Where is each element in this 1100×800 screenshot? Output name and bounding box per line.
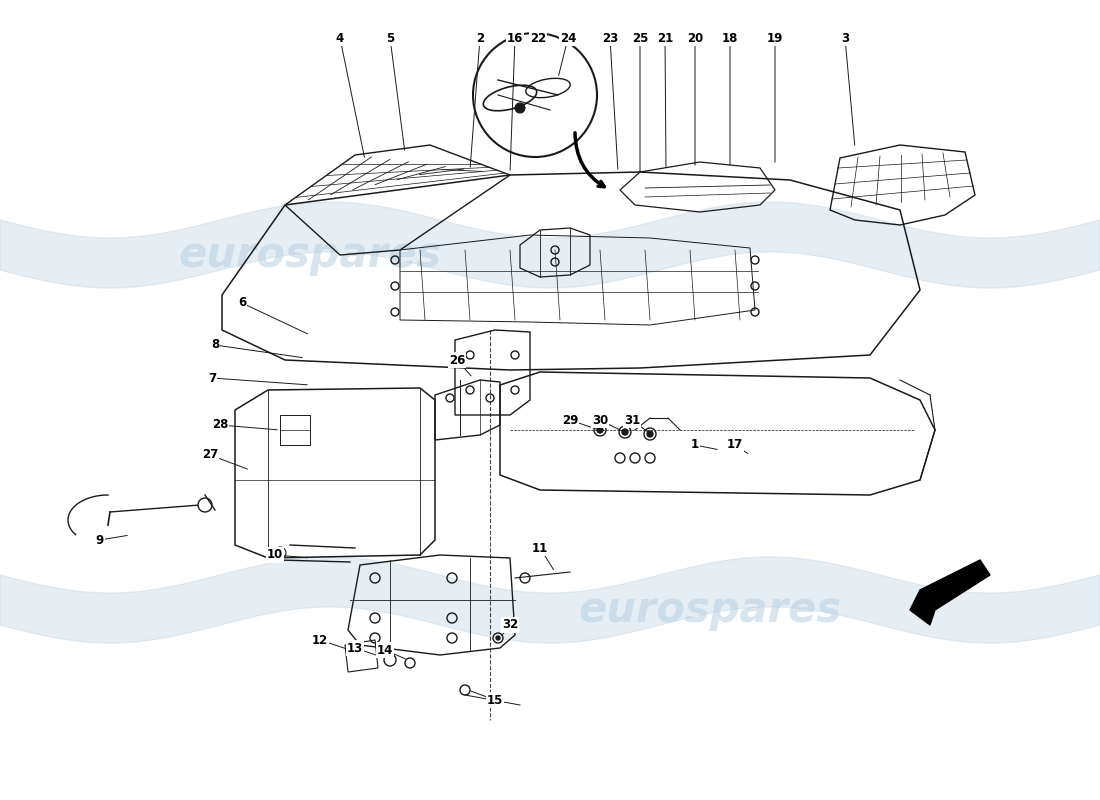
- Text: 18: 18: [722, 31, 738, 45]
- Text: 14: 14: [377, 643, 393, 657]
- Circle shape: [473, 33, 597, 157]
- Text: 4: 4: [336, 31, 344, 45]
- Text: 17: 17: [727, 438, 744, 451]
- Text: 22: 22: [530, 31, 546, 45]
- Text: 8: 8: [211, 338, 219, 351]
- Text: 9: 9: [96, 534, 104, 546]
- Circle shape: [621, 429, 628, 435]
- Text: 5: 5: [386, 31, 394, 45]
- Text: eurospares: eurospares: [579, 589, 842, 631]
- Text: 25: 25: [631, 31, 648, 45]
- Circle shape: [647, 431, 653, 437]
- Text: 11: 11: [532, 542, 548, 554]
- Circle shape: [597, 427, 603, 433]
- Text: 32: 32: [502, 618, 518, 631]
- Text: 28: 28: [212, 418, 228, 431]
- Text: 15: 15: [487, 694, 503, 706]
- Text: 29: 29: [562, 414, 579, 426]
- Text: 20: 20: [686, 31, 703, 45]
- Text: 6: 6: [238, 297, 246, 310]
- Text: 23: 23: [602, 31, 618, 45]
- Text: 19: 19: [767, 31, 783, 45]
- Text: 13: 13: [346, 642, 363, 654]
- Text: eurospares: eurospares: [178, 234, 441, 276]
- Circle shape: [515, 103, 525, 113]
- Text: 2: 2: [476, 31, 484, 45]
- Text: 27: 27: [202, 449, 218, 462]
- Text: 12: 12: [312, 634, 328, 646]
- Text: 24: 24: [560, 31, 576, 45]
- Text: 26: 26: [449, 354, 465, 366]
- Text: 21: 21: [657, 31, 673, 45]
- Circle shape: [496, 636, 500, 640]
- Text: 16: 16: [507, 31, 524, 45]
- Text: 31: 31: [624, 414, 640, 426]
- Polygon shape: [910, 560, 990, 625]
- Text: 3: 3: [840, 31, 849, 45]
- Text: 10: 10: [267, 549, 283, 562]
- Text: 1: 1: [691, 438, 700, 451]
- Text: 7: 7: [208, 371, 216, 385]
- Text: 30: 30: [592, 414, 608, 426]
- Circle shape: [198, 498, 212, 512]
